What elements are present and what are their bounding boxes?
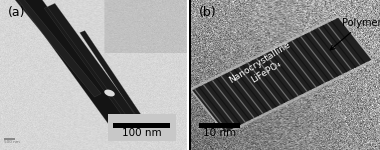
Text: Polymer: Polymer [330,18,380,50]
Bar [113,123,170,127]
Text: 10 nm: 10 nm [203,128,236,138]
Polygon shape [44,3,145,132]
Bar [199,123,240,127]
Bar [108,114,176,141]
Ellipse shape [104,90,115,96]
Polygon shape [192,17,372,133]
Text: Nanocrystalline
LiFePO₄: Nanocrystalline LiFePO₄ [228,40,298,95]
Text: 500 nm: 500 nm [4,140,20,144]
Polygon shape [12,0,101,97]
Polygon shape [80,31,147,125]
Bar [4,138,15,140]
Text: (a): (a) [8,6,25,19]
Text: 100 nm: 100 nm [122,128,162,138]
Text: (b): (b) [199,6,216,19]
Polygon shape [11,0,133,133]
